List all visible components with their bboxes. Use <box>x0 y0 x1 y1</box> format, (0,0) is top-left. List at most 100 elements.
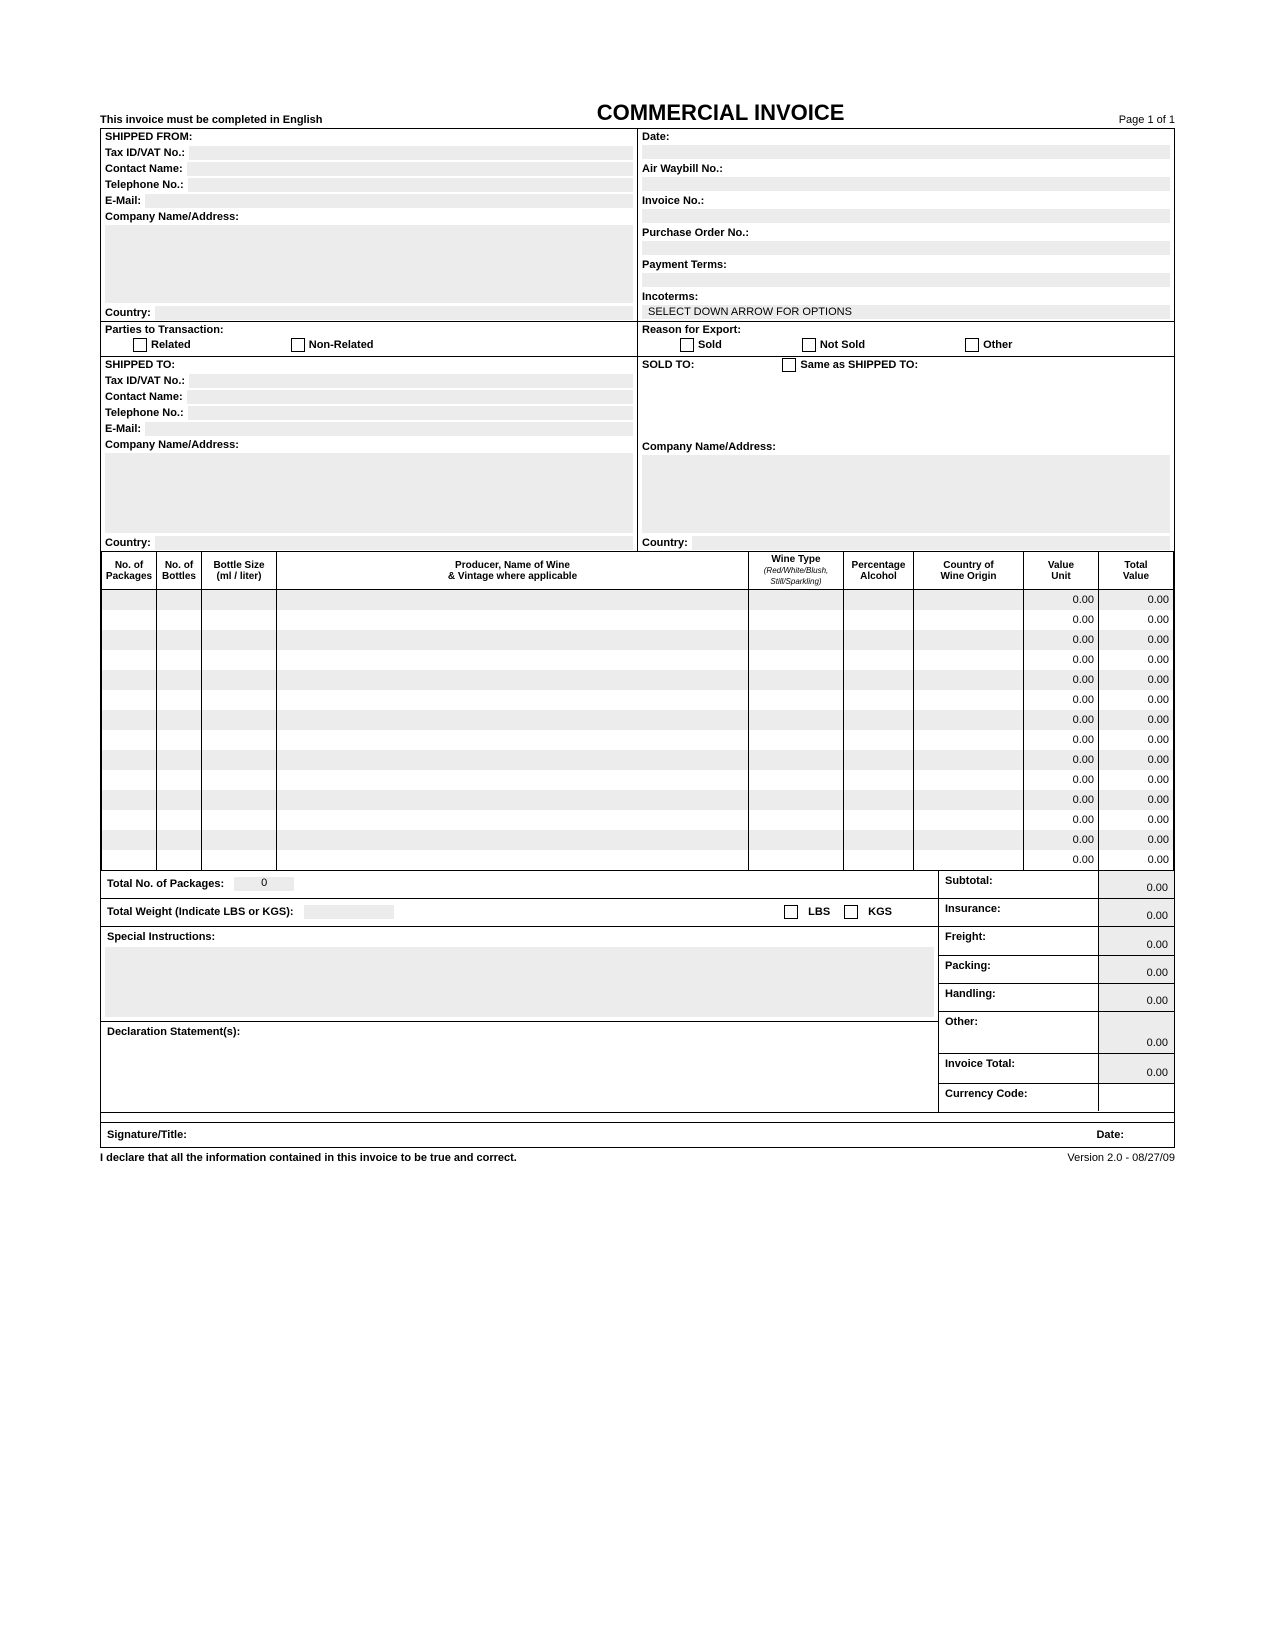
st-tel-label: Telephone No.: <box>105 407 188 419</box>
reason-label: Reason for Export: <box>642 324 1170 336</box>
items-table: No. ofPackages No. ofBottles Bottle Size… <box>101 551 1174 870</box>
st-company-input[interactable] <box>105 453 633 533</box>
st-contact-input[interactable] <box>187 390 633 404</box>
col-total-value: TotalValue <box>1099 552 1174 590</box>
terms-input[interactable] <box>642 273 1170 287</box>
other-checkbox[interactable] <box>965 338 979 352</box>
st-taxid-input[interactable] <box>189 374 633 388</box>
english-note: This invoice must be completed in Englis… <box>100 114 322 126</box>
col-producer: Producer, Name of Wine& Vintage where ap… <box>277 552 749 590</box>
same-as-checkbox[interactable] <box>782 358 796 372</box>
table-row[interactable]: 0.000.00 <box>102 730 1174 750</box>
table-row[interactable]: 0.000.00 <box>102 830 1174 850</box>
handling-label: Handling: <box>939 984 1099 1011</box>
parties-label: Parties to Transaction: <box>105 324 633 336</box>
email-input[interactable] <box>145 194 633 208</box>
invno-input[interactable] <box>642 209 1170 223</box>
st-company-label: Company Name/Address: <box>105 439 243 451</box>
email-label: E-Mail: <box>105 195 145 207</box>
subtotal-label: Subtotal: <box>939 871 1099 898</box>
kgs-checkbox[interactable] <box>844 905 858 919</box>
weight-input[interactable] <box>304 905 394 919</box>
awb-input[interactable] <box>642 177 1170 191</box>
col-size: Bottle Size(ml / liter) <box>202 552 277 590</box>
po-label: Purchase Order No.: <box>642 227 753 239</box>
insurance-label: Insurance: <box>939 899 1099 926</box>
taxid-input[interactable] <box>189 146 633 160</box>
total-pkg-label: Total No. of Packages: <box>107 878 228 890</box>
page-title: COMMERCIAL INVOICE <box>322 100 1118 126</box>
page-number: Page 1 of 1 <box>1119 114 1175 126</box>
sold-label: Sold <box>698 339 726 351</box>
table-row[interactable]: 0.000.00 <box>102 650 1174 670</box>
st-email-input[interactable] <box>145 422 633 436</box>
shippedto-heading: SHIPPED TO: <box>105 359 179 371</box>
nonrelated-checkbox[interactable] <box>291 338 305 352</box>
nonrelated-label: Non-Related <box>309 339 378 351</box>
table-row[interactable]: 0.000.00 <box>102 690 1174 710</box>
sold-checkbox[interactable] <box>680 338 694 352</box>
po-input[interactable] <box>642 241 1170 255</box>
taxid-label: Tax ID/VAT No.: <box>105 147 189 159</box>
col-alcohol: PercentageAlcohol <box>844 552 914 590</box>
company-address-input[interactable] <box>105 225 633 303</box>
tel-label: Telephone No.: <box>105 179 188 191</box>
contact-label: Contact Name: <box>105 163 187 175</box>
handling-value: 0.00 <box>1099 984 1174 1011</box>
currency-value[interactable] <box>1099 1084 1174 1111</box>
sig-date-label: Date: <box>1096 1129 1128 1141</box>
same-as-label: Same as SHIPPED TO: <box>800 359 922 371</box>
freight-value: 0.00 <box>1099 927 1174 955</box>
country-label: Country: <box>105 307 155 319</box>
kgs-label: KGS <box>868 906 896 918</box>
terms-label: Payment Terms: <box>642 259 731 271</box>
notsold-label: Not Sold <box>820 339 869 351</box>
related-checkbox[interactable] <box>133 338 147 352</box>
table-row[interactable]: 0.000.00 <box>102 630 1174 650</box>
total-pkg-value: 0 <box>234 877 294 891</box>
st-country-label: Country: <box>105 537 155 549</box>
invoice-total-value: 0.00 <box>1099 1054 1174 1083</box>
table-row[interactable]: 0.000.00 <box>102 710 1174 730</box>
lbs-label: LBS <box>808 906 834 918</box>
table-row[interactable]: 0.000.00 <box>102 610 1174 630</box>
awb-label: Air Waybill No.: <box>642 163 727 175</box>
so-country-input[interactable] <box>692 536 1170 550</box>
st-taxid-label: Tax ID/VAT No.: <box>105 375 189 387</box>
table-row[interactable]: 0.000.00 <box>102 790 1174 810</box>
date-input[interactable] <box>642 145 1170 159</box>
packing-label: Packing: <box>939 956 1099 983</box>
st-tel-input[interactable] <box>188 406 633 420</box>
table-row[interactable]: 0.000.00 <box>102 770 1174 790</box>
other-label: Other <box>983 339 1016 351</box>
table-row[interactable]: 0.000.00 <box>102 810 1174 830</box>
table-row[interactable]: 0.000.00 <box>102 670 1174 690</box>
shipped-from-heading: SHIPPED FROM: <box>105 131 196 143</box>
so-company-input[interactable] <box>642 455 1170 533</box>
weight-label: Total Weight (Indicate LBS or KGS): <box>107 906 298 918</box>
col-origin: Country ofWine Origin <box>914 552 1024 590</box>
table-row[interactable]: 0.000.00 <box>102 590 1174 610</box>
decl-label: Declaration Statement(s): <box>107 1026 244 1038</box>
tel-input[interactable] <box>188 178 633 192</box>
subtotal-value: 0.00 <box>1099 871 1174 898</box>
other-total-value: 0.00 <box>1099 1012 1174 1053</box>
incoterms-select[interactable]: SELECT DOWN ARROW FOR OPTIONS <box>642 305 1170 319</box>
freight-label: Freight: <box>939 927 1099 955</box>
col-bottles: No. ofBottles <box>157 552 202 590</box>
table-row[interactable]: 0.000.00 <box>102 850 1174 870</box>
st-country-input[interactable] <box>155 536 633 550</box>
col-value-unit: ValueUnit <box>1024 552 1099 590</box>
lbs-checkbox[interactable] <box>784 905 798 919</box>
insurance-value: 0.00 <box>1099 899 1174 926</box>
country-input[interactable] <box>155 306 633 320</box>
other-total-label: Other: <box>939 1012 1099 1053</box>
contact-input[interactable] <box>187 162 633 176</box>
notsold-checkbox[interactable] <box>802 338 816 352</box>
decl-input[interactable] <box>101 1042 938 1112</box>
declaration-text: I declare that all the information conta… <box>100 1152 517 1164</box>
invno-label: Invoice No.: <box>642 195 708 207</box>
so-country-label: Country: <box>642 537 692 549</box>
table-row[interactable]: 0.000.00 <box>102 750 1174 770</box>
special-input[interactable] <box>105 947 934 1017</box>
